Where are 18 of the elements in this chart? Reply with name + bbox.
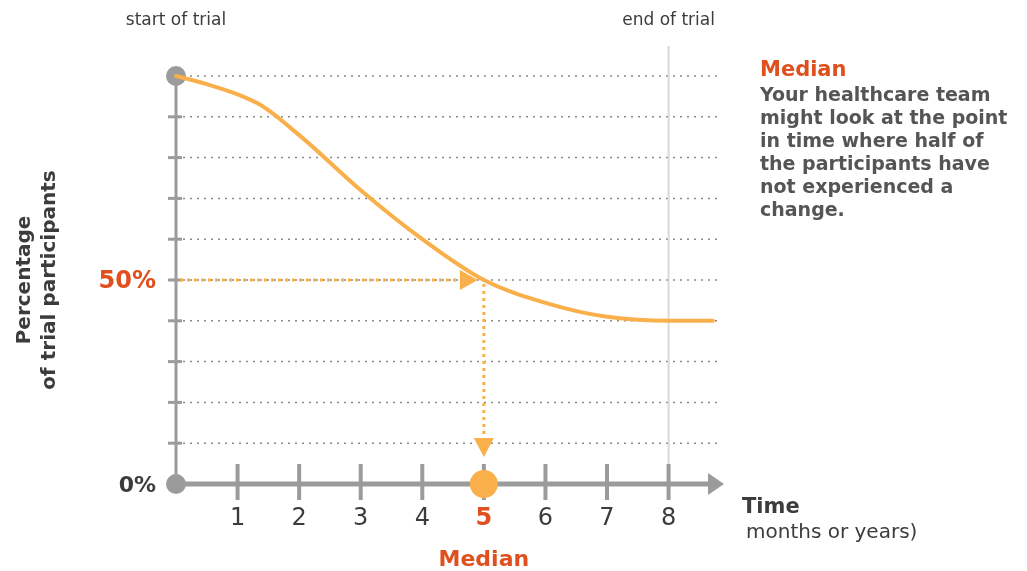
x-tick-label: 7 (599, 503, 615, 531)
text: months or years) (746, 519, 918, 543)
x-tick-label: 8 (660, 503, 677, 531)
x-axis-title: Time (742, 494, 800, 518)
x-tick-label: 4 (414, 503, 430, 531)
ref-line-label: end of trial (622, 9, 715, 29)
text: Your healthcare team might look at the point in time where half of the participants have not experienced a change. (759, 83, 1008, 220)
text: start of trial (125, 9, 227, 29)
x-tick-label: 2 (291, 503, 307, 531)
x-tick-label: 6 (537, 503, 554, 531)
x-tick-label: 5 (475, 503, 493, 531)
x-tick-label: 1 (229, 503, 246, 531)
y-axis-title: Percentage of trial participants (11, 170, 60, 390)
text: Median (760, 57, 847, 81)
y-tick-label: 0% (118, 472, 156, 497)
annotation: Median (438, 546, 530, 571)
y-tick-label: 50% (98, 266, 156, 294)
x-tick-label: 3 (353, 503, 369, 531)
